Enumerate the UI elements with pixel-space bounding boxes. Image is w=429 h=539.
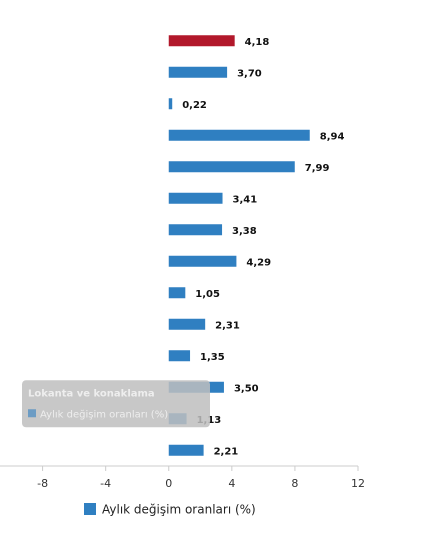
tooltip: Lokanta ve konaklama Aylık değişim oranla…: [22, 380, 210, 428]
tooltip-title: Lokanta ve konaklama: [28, 388, 155, 399]
tooltip-swatch: [28, 409, 36, 418]
value-label: 2,21: [214, 446, 239, 457]
tooltip-box: [22, 380, 210, 428]
bar: [168, 129, 310, 141]
x-tick-label: 12: [351, 477, 365, 490]
bar: [168, 318, 206, 330]
bar: [168, 66, 228, 78]
value-label: 3,41: [233, 194, 258, 205]
value-label: 7,99: [305, 163, 330, 174]
bar: [168, 350, 191, 362]
tooltip-series: Aylık değişim oranları (%): [40, 408, 168, 420]
bar: [168, 192, 223, 204]
bar: [168, 224, 223, 236]
value-label: 4,29: [246, 257, 271, 268]
bar: [168, 161, 295, 173]
bar: [168, 287, 186, 299]
x-tick-label: -8: [37, 477, 48, 490]
legend-label: Aylık değişim oranları (%): [102, 503, 256, 517]
value-label: 2,31: [215, 320, 240, 331]
value-label: 8,94: [320, 131, 345, 142]
legend-swatch: [84, 503, 96, 515]
bar: [168, 98, 173, 110]
value-label: 1,35: [200, 352, 225, 363]
value-label: 0,22: [182, 100, 207, 111]
value-label: 3,70: [237, 68, 262, 79]
bar: [168, 444, 204, 456]
bar: [168, 35, 235, 47]
value-label: 1,05: [195, 289, 220, 300]
bar: [168, 255, 237, 267]
x-tick-label: 0: [165, 477, 172, 490]
x-tick-label: 4: [228, 477, 235, 490]
x-tick-label: -4: [100, 477, 111, 490]
value-label: 3,38: [232, 226, 257, 237]
value-label: 4,18: [245, 37, 270, 48]
value-label: 3,50: [234, 383, 259, 394]
x-tick-label: 8: [291, 477, 298, 490]
